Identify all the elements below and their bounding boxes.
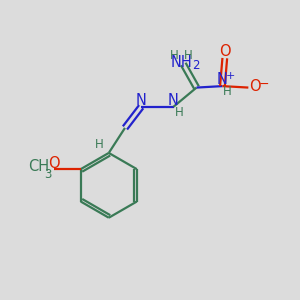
Text: NH: NH: [171, 55, 192, 70]
Text: CH: CH: [28, 159, 49, 174]
Text: 3: 3: [44, 168, 51, 181]
Text: N: N: [136, 93, 147, 108]
Text: H: H: [224, 85, 232, 98]
Text: H: H: [170, 49, 179, 62]
Text: N: N: [168, 93, 179, 108]
Text: H: H: [95, 138, 104, 151]
Text: O: O: [48, 156, 59, 171]
Text: N: N: [217, 72, 228, 87]
Text: 2: 2: [192, 59, 200, 72]
Text: H: H: [184, 49, 193, 62]
Text: O: O: [219, 44, 231, 59]
Text: H: H: [175, 106, 184, 118]
Text: −: −: [259, 77, 269, 91]
Text: +: +: [226, 71, 236, 81]
Text: O: O: [249, 80, 261, 94]
